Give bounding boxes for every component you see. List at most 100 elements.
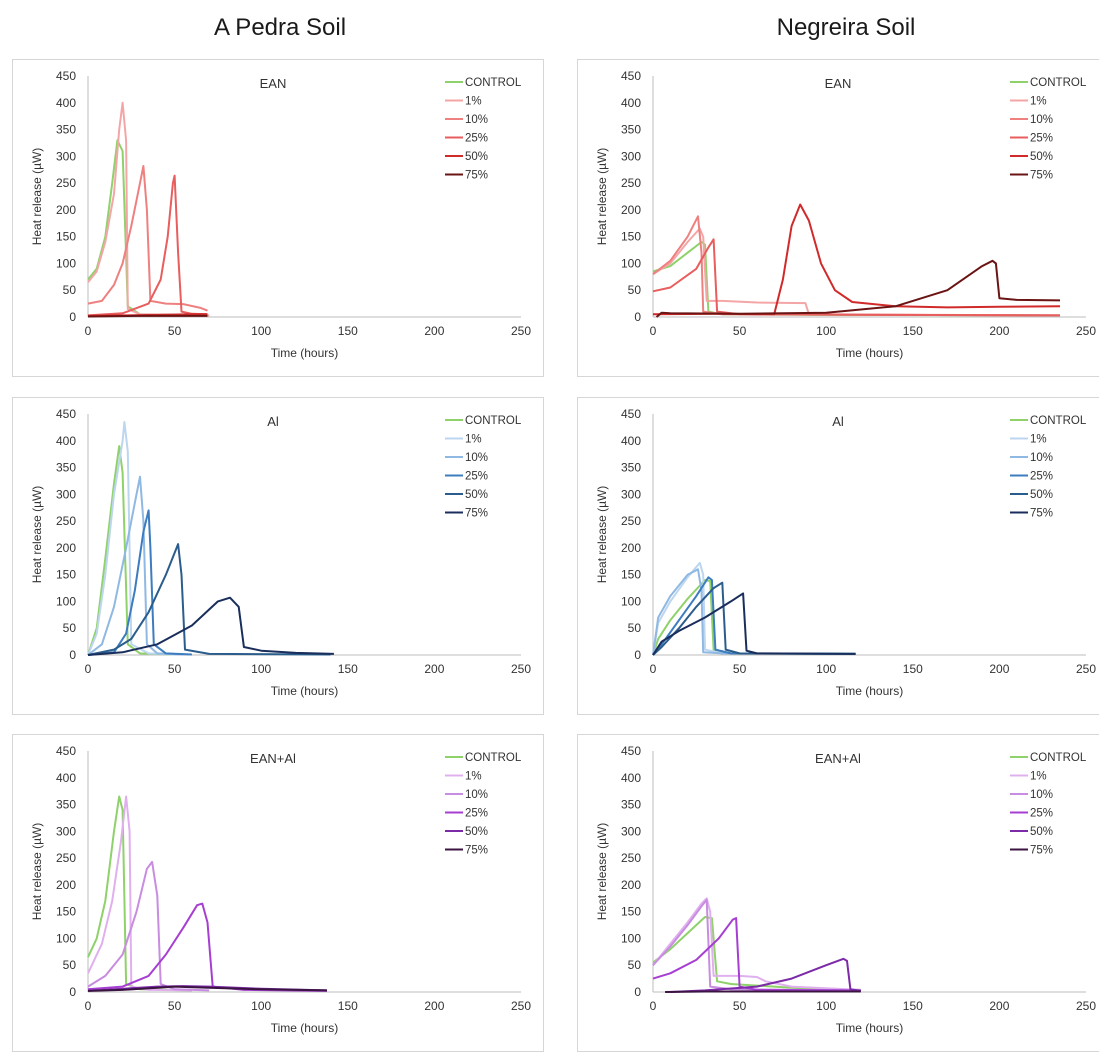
y-tick-label: 400 [56, 771, 76, 785]
y-axis-label: Heat release (µW) [30, 486, 44, 584]
series-line-control [87, 445, 175, 656]
y-tick-label: 300 [621, 149, 641, 163]
y-tick-label: 100 [621, 931, 641, 945]
x-tick-label: 150 [338, 999, 358, 1013]
legend-label: CONTROL [465, 752, 522, 764]
legend-label: 50% [465, 826, 488, 838]
legend-label: 1% [465, 96, 482, 108]
y-tick-label: 50 [63, 621, 77, 635]
series-line-25 [652, 917, 861, 992]
x-tick-label: 100 [816, 662, 836, 676]
x-tick-label: 250 [511, 999, 531, 1013]
chart-al-negreira: 0 50 100 150 200 250 300 350 400 450 0 50 100 150 200 2… [595, 407, 1096, 698]
y-tick-label: 450 [621, 69, 641, 83]
chart-ean-negreira: 0 50 100 150 200 250 300 350 400 450 0 50 100 150 200 2… [595, 69, 1096, 360]
y-tick-label: 200 [56, 203, 76, 217]
series-line-1 [652, 227, 1061, 317]
series-line-25 [652, 576, 856, 656]
chart-title: EAN+Al [250, 751, 296, 766]
chart-title: EAN [825, 76, 852, 91]
legend-label: 25% [1030, 133, 1053, 145]
y-tick-label: 200 [621, 203, 641, 217]
y-tick-label: 250 [621, 851, 641, 865]
y-tick-label: 150 [56, 568, 76, 582]
y-tick-label: 150 [56, 905, 76, 919]
y-tick-label: 0 [634, 648, 641, 662]
x-tick-label: 250 [511, 324, 531, 338]
y-tick-label: 400 [56, 434, 76, 448]
y-tick-label: 0 [69, 985, 76, 999]
y-tick-label: 150 [621, 905, 641, 919]
legend-label: 50% [465, 151, 488, 163]
y-tick-label: 450 [56, 69, 76, 83]
y-tick-label: 300 [56, 149, 76, 163]
legend-label: 10% [1030, 789, 1053, 801]
x-tick-label: 50 [168, 324, 182, 338]
y-tick-label: 100 [621, 256, 641, 270]
x-tick-label: 100 [251, 662, 271, 676]
x-tick-label: 150 [338, 324, 358, 338]
x-tick-label: 200 [989, 662, 1009, 676]
x-tick-label: 200 [989, 324, 1009, 338]
x-tick-label: 150 [903, 662, 923, 676]
x-tick-label: 100 [251, 999, 271, 1013]
x-tick-label: 250 [1076, 324, 1096, 338]
y-tick-label: 350 [621, 461, 641, 475]
y-tick-label: 0 [69, 310, 76, 324]
y-tick-label: 0 [69, 648, 76, 662]
x-tick-label: 0 [85, 662, 92, 676]
series-line-50 [670, 957, 861, 993]
x-tick-label: 200 [424, 999, 444, 1013]
y-tick-label: 250 [56, 851, 76, 865]
x-tick-label: 0 [85, 999, 92, 1013]
series-line-75 [87, 985, 328, 992]
y-axis-label: Heat release (µW) [30, 823, 44, 921]
panel-ean-negreira: 0 50 100 150 200 250 300 350 400 450 0 50 100 150 200 2… [577, 59, 1099, 377]
chart-title: Al [267, 414, 279, 429]
y-tick-label: 350 [621, 798, 641, 812]
y-tick-label: 50 [628, 621, 642, 635]
series-line-10 [652, 568, 856, 656]
panel-ean-al-a-pedra: 0 50 100 150 200 250 300 350 400 450 0 50 100 150 200 2… [12, 734, 544, 1052]
y-tick-label: 250 [621, 514, 641, 528]
x-tick-label: 50 [168, 662, 182, 676]
legend-label: 10% [1030, 114, 1053, 126]
y-tick-label: 250 [621, 176, 641, 190]
x-axis-label: Time (hours) [271, 1021, 339, 1035]
y-tick-label: 350 [56, 798, 76, 812]
series-line-50 [652, 581, 856, 656]
series-line-50 [652, 203, 1061, 316]
series-line-10 [87, 475, 184, 656]
y-tick-label: 50 [63, 283, 77, 297]
series-line-control [652, 579, 856, 656]
y-tick-label: 100 [56, 594, 76, 608]
y-tick-label: 100 [56, 256, 76, 270]
legend-label: 10% [465, 114, 488, 126]
panel-ean-a-pedra: 0 50 100 150 200 250 300 350 400 450 0 50 100 150 200 2… [12, 59, 544, 377]
legend-label: 50% [1030, 489, 1053, 501]
series-line-25 [87, 509, 192, 656]
legend-label: 25% [1030, 471, 1053, 483]
x-tick-label: 150 [903, 999, 923, 1013]
legend-label: 10% [465, 789, 488, 801]
y-tick-label: 450 [621, 744, 641, 758]
y-tick-label: 200 [621, 878, 641, 892]
x-tick-label: 250 [1076, 662, 1096, 676]
y-tick-label: 300 [56, 824, 76, 838]
x-tick-label: 100 [816, 999, 836, 1013]
y-tick-label: 50 [63, 958, 77, 972]
legend-label: 75% [465, 170, 488, 182]
y-tick-label: 400 [621, 434, 641, 448]
x-tick-label: 0 [650, 662, 657, 676]
y-tick-label: 100 [56, 931, 76, 945]
y-tick-label: 450 [56, 407, 76, 421]
y-tick-label: 200 [621, 541, 641, 555]
legend-label: 25% [465, 808, 488, 820]
x-tick-label: 50 [168, 999, 182, 1013]
legend-label: 1% [465, 434, 482, 446]
panel-al-a-pedra: 0 50 100 150 200 250 300 350 400 450 0 50 100 150 200 2… [12, 397, 544, 715]
column-title-negreira: Negreira Soil [776, 14, 916, 41]
legend-label: CONTROL [465, 415, 522, 427]
y-axis-label: Heat release (µW) [595, 486, 609, 584]
series-line-50 [87, 543, 331, 656]
